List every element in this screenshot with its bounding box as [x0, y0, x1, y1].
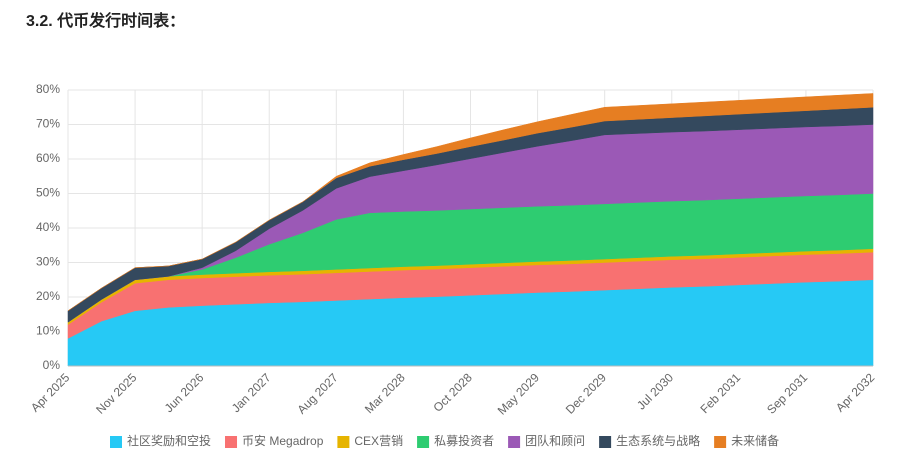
legend-swatch — [508, 436, 521, 448]
area — [67, 93, 874, 312]
legend-label: 未来储备 — [731, 433, 779, 448]
x-tick-label: Oct 2028 — [431, 370, 476, 415]
legend-swatch — [225, 436, 238, 448]
legend-swatch — [417, 436, 430, 448]
legend-label: 生态系统与战略 — [616, 433, 700, 448]
y-tick-label: 30% — [36, 255, 60, 269]
y-tick-label: 10% — [36, 324, 60, 338]
y-tick-label: 0% — [43, 358, 61, 372]
legend-swatch — [599, 436, 612, 448]
x-tick-label: Feb 2031 — [697, 370, 743, 416]
x-tick-label: Mar 2028 — [362, 370, 408, 416]
x-tick-label: Dec 2029 — [563, 370, 609, 416]
x-tick-label: Nov 2025 — [93, 370, 139, 416]
x-tick-label: Apr 2025 — [28, 370, 73, 415]
x-tick-label: Sep 2031 — [764, 370, 810, 416]
legend-label: 团队和顾问 — [525, 433, 585, 448]
legend-swatch — [337, 436, 350, 448]
x-tick-label: Jul 2030 — [634, 370, 676, 412]
legend-swatch — [110, 436, 122, 448]
x-tick-label: Aug 2027 — [294, 370, 340, 416]
legend-label: 币安 Megadrop — [242, 433, 324, 448]
y-tick-label: 20% — [36, 289, 60, 303]
x-tick-label: Jan 2027 — [229, 370, 274, 415]
x-tick-label: Apr 2032 — [833, 370, 878, 415]
y-tick-label: 50% — [36, 186, 60, 200]
legend-label: CEX营销 — [354, 434, 403, 448]
legend-label: 社区奖励和空投 — [127, 433, 211, 448]
legend-label: 私募投资者 — [434, 433, 494, 448]
y-tick-label: 40% — [36, 220, 60, 234]
y-tick-label: 80% — [36, 82, 60, 96]
x-tick-label: May 2029 — [495, 370, 542, 417]
y-tick-label: 70% — [36, 117, 60, 131]
legend-swatch — [714, 436, 727, 448]
x-tick-label: Jun 2026 — [162, 370, 207, 415]
y-tick-label: 60% — [36, 151, 60, 165]
chart-title: 3.2. 代币发行时间表： — [26, 11, 185, 30]
